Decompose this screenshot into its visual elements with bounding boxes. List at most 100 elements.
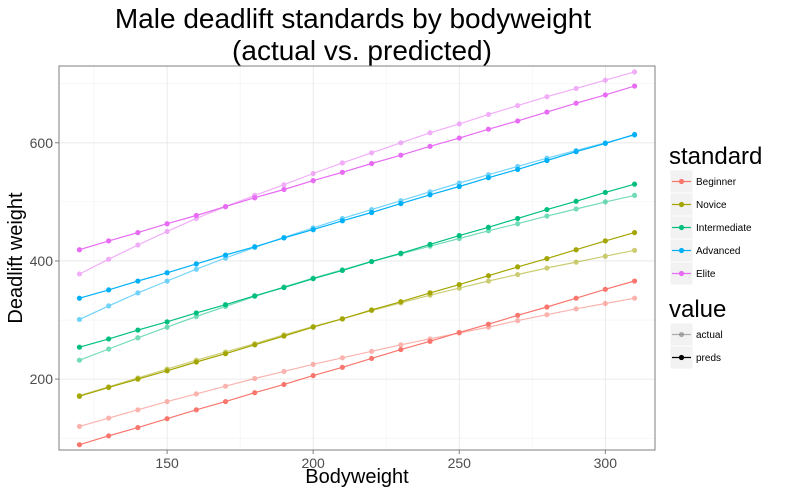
grid-minor — [59, 66, 655, 450]
data-point-novice-preds — [602, 238, 608, 244]
x-tick-label: 200 — [301, 455, 325, 471]
data-point-intermediate-preds — [222, 302, 229, 308]
data-point-beginner-actual — [193, 391, 199, 397]
data-point-novice-preds — [573, 247, 579, 253]
data-point-intermediate-preds — [631, 181, 638, 187]
series-line-advanced-preds — [79, 133, 635, 299]
data-point-elite-preds — [602, 92, 608, 98]
data-point-elite-actual — [427, 130, 433, 136]
data-point-elite-preds — [456, 135, 462, 141]
data-point-novice-preds — [427, 290, 433, 296]
data-point-elite-actual — [369, 150, 375, 156]
legend-key-point — [678, 224, 685, 231]
data-point-beginner-actual — [106, 415, 112, 421]
data-point-intermediate-preds — [544, 206, 550, 213]
data-point-elite-preds — [485, 126, 492, 132]
legend-label-intermediate: Intermediate — [696, 223, 752, 234]
data-point-intermediate-actual — [544, 213, 550, 219]
legend-value-title: value — [669, 296, 726, 323]
data-point-beginner-preds — [252, 390, 258, 396]
data-point-novice-preds — [515, 264, 521, 270]
data-point-novice-actual — [544, 265, 550, 271]
data-point-beginner-actual — [310, 361, 316, 367]
data-point-elite-actual — [106, 256, 112, 262]
data-point-elite-actual — [339, 160, 345, 166]
data-point-elite-preds — [515, 118, 521, 124]
data-point-intermediate-preds — [427, 241, 433, 248]
series-line-beginner-actual — [79, 297, 635, 427]
data-point-advanced-preds — [310, 227, 316, 233]
data-point-advanced-preds — [456, 183, 462, 190]
data-point-beginner-preds — [485, 321, 492, 327]
data-point-beginner-actual — [164, 398, 170, 405]
data-point-elite-preds — [193, 212, 199, 219]
data-point-beginner-actual — [573, 306, 579, 312]
legend-standard: Beginner Novice Intermediate Advanced Elite — [669, 169, 752, 286]
data-point-elite-preds — [252, 195, 258, 201]
data-point-novice-preds — [485, 273, 492, 279]
chart-title-line-1: Male deadlift standards by bodyweight — [115, 3, 592, 34]
x-tick-label: 300 — [594, 455, 618, 471]
data-point-intermediate-preds — [76, 344, 83, 350]
data-point-novice-actual — [515, 271, 521, 278]
data-point-elite-actual — [544, 94, 550, 100]
data-point-advanced-preds — [485, 175, 492, 181]
data-point-advanced-preds — [427, 192, 433, 198]
data-point-advanced-actual — [193, 266, 199, 272]
data-point-intermediate-preds — [602, 189, 608, 196]
data-point-elite-actual — [602, 77, 608, 83]
data-point-elite-preds — [222, 204, 229, 210]
data-point-beginner-actual — [398, 342, 404, 348]
data-point-advanced-preds — [222, 252, 229, 258]
legend-value: actual preds — [669, 322, 723, 370]
series-line-advanced-actual — [79, 134, 635, 320]
data-point-advanced-preds — [544, 157, 550, 164]
data-point-elite-actual — [631, 69, 638, 75]
data-point-intermediate-actual — [602, 199, 608, 205]
data-point-advanced-actual — [135, 290, 141, 296]
data-point-advanced-preds — [135, 278, 141, 284]
data-point-elite-preds — [398, 152, 404, 158]
data-point-elite-preds — [369, 160, 375, 167]
data-point-advanced-preds — [369, 209, 375, 216]
data-point-advanced-preds — [193, 261, 199, 267]
data-point-intermediate-actual — [573, 206, 579, 212]
x-axis-label: Bodyweight — [305, 466, 409, 488]
legend-label-elite: Elite — [696, 269, 716, 280]
data-point-advanced-preds — [398, 201, 404, 207]
y-axis-label: Deadlift weight — [5, 192, 27, 324]
data-point-intermediate-actual — [76, 357, 83, 363]
data-point-novice-actual — [631, 247, 638, 253]
data-point-advanced-actual — [76, 316, 83, 323]
data-point-beginner-actual — [515, 318, 521, 324]
data-point-novice-preds — [135, 376, 141, 382]
data-point-novice-preds — [252, 342, 258, 348]
legend-label-preds: preds — [696, 353, 721, 364]
series-elite-preds — [76, 83, 638, 253]
data-point-intermediate-actual — [135, 335, 141, 341]
data-point-elite-actual — [76, 271, 83, 277]
data-point-intermediate-preds — [398, 250, 404, 256]
data-point-beginner-actual — [544, 312, 550, 318]
data-point-elite-preds — [573, 100, 579, 106]
legend-label-advanced: Advanced — [696, 246, 740, 257]
data-point-intermediate-actual — [106, 346, 112, 352]
data-point-elite-actual — [573, 85, 579, 92]
series-advanced-preds — [76, 131, 638, 301]
data-point-intermediate-preds — [339, 267, 345, 274]
y-tick-label: 200 — [30, 371, 54, 387]
data-point-beginner-preds — [281, 381, 287, 388]
data-point-elite-preds — [164, 221, 170, 227]
chart-title-line-2: (actual vs. predicted) — [232, 35, 492, 66]
data-point-novice-preds — [222, 351, 229, 357]
data-point-intermediate-preds — [573, 198, 579, 204]
data-point-beginner-preds — [515, 312, 521, 318]
series-line-elite-actual — [79, 71, 635, 275]
data-point-advanced-actual — [164, 278, 170, 284]
series-beginner-preds — [76, 278, 638, 448]
data-point-elite-preds — [427, 143, 433, 149]
data-point-intermediate-actual — [631, 192, 638, 198]
series-line-elite-preds — [79, 85, 635, 251]
data-point-novice-preds — [369, 307, 375, 313]
data-point-advanced-preds — [515, 166, 521, 172]
